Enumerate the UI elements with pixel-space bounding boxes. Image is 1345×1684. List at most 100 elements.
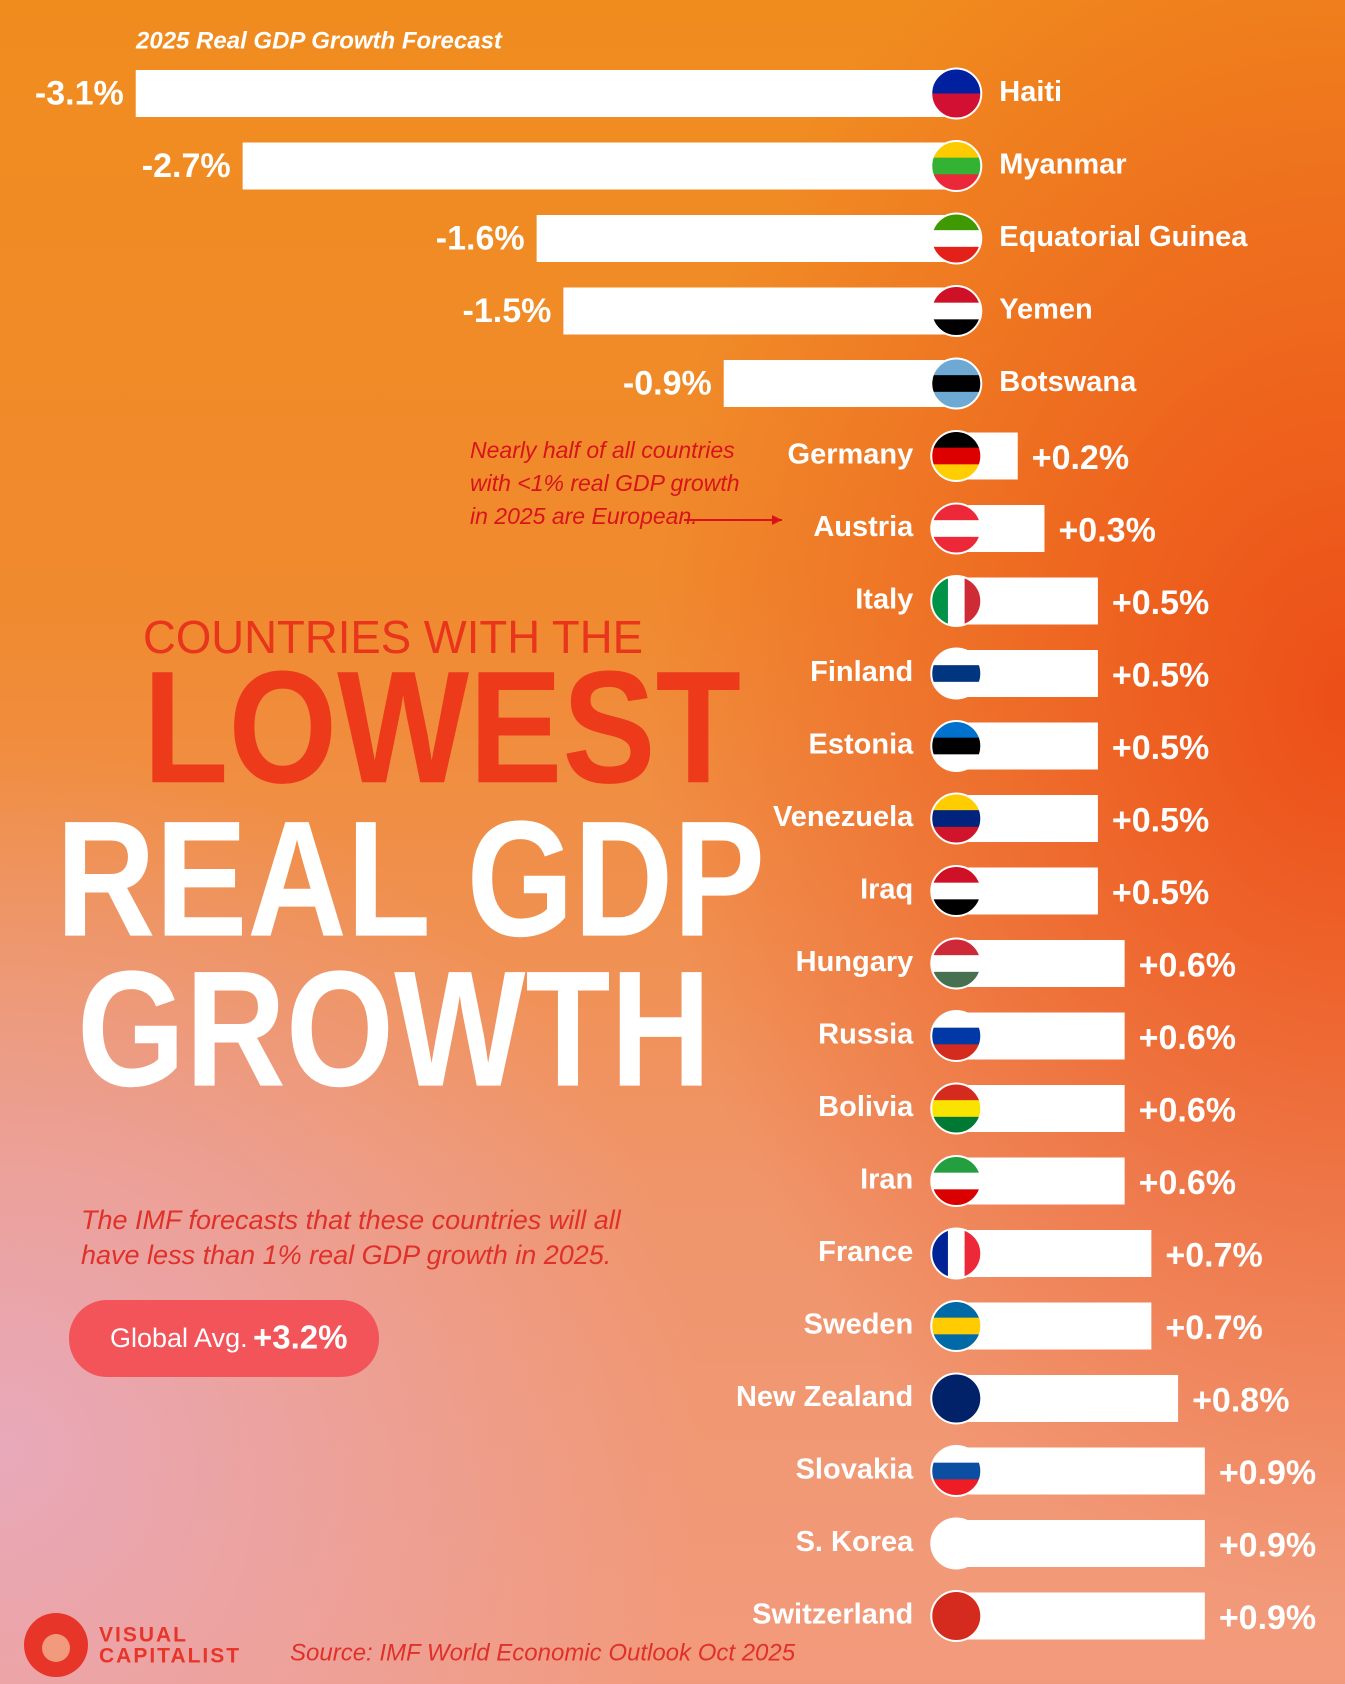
- bar: [956, 1157, 1125, 1205]
- flag-stripe: [931, 302, 982, 320]
- flag-stripe: [931, 447, 982, 465]
- value-label: +0.5%: [1112, 656, 1209, 694]
- category-label: Haiti: [999, 76, 1062, 108]
- category-label: Russia: [818, 1019, 914, 1051]
- flag-stripe: [931, 1591, 982, 1641]
- category-label: Yemen: [999, 294, 1093, 326]
- category-label: Iraq: [860, 874, 913, 906]
- category-label: France: [818, 1236, 913, 1268]
- flag-stripe: [931, 230, 982, 248]
- value-label: -3.1%: [35, 74, 124, 112]
- value-label: +0.6%: [1139, 946, 1236, 984]
- flag-rim: [930, 1010, 983, 1062]
- flag-rim: [930, 865, 983, 917]
- flag: [931, 1518, 982, 1569]
- title-line: COUNTRIES WITH THE: [143, 611, 643, 663]
- bar: [135, 70, 957, 117]
- flag-rim: [930, 1590, 983, 1642]
- flag-rim: [930, 430, 983, 482]
- bar: [956, 1592, 1205, 1640]
- category-label: Venezuela: [773, 801, 914, 833]
- flag-stripe: [931, 375, 982, 393]
- description: have less than 1% real GDP growth in 202…: [81, 1240, 611, 1270]
- flag-rim: [930, 1082, 983, 1135]
- value-label: +0.3%: [1058, 511, 1155, 549]
- category-label: Austria: [813, 511, 914, 543]
- value-label: +0.2%: [1032, 439, 1129, 477]
- bar: [956, 1520, 1205, 1567]
- bar: [956, 1012, 1125, 1060]
- flag-rim: [930, 67, 983, 120]
- value-label: +0.9%: [1219, 1454, 1316, 1492]
- value-label: +0.7%: [1165, 1236, 1262, 1274]
- value-label: +0.6%: [1139, 1091, 1236, 1129]
- flag-stripe: [931, 520, 982, 538]
- annotation: Nearly half of all countries: [470, 437, 735, 463]
- bar: [956, 1085, 1125, 1132]
- flag-rim: [930, 1155, 983, 1207]
- flag-stripe: [931, 665, 982, 683]
- category-label: Bolivia: [818, 1091, 914, 1123]
- value-label: -1.5%: [463, 292, 552, 330]
- flag-rim: [930, 502, 983, 555]
- category-label: Iran: [860, 1164, 913, 1196]
- value-label: +0.9%: [1219, 1599, 1316, 1637]
- global-avg-pill: [69, 1300, 379, 1377]
- category-label: Finland: [810, 656, 913, 688]
- flag-stripe: [931, 955, 982, 973]
- flag-rim: [930, 720, 983, 772]
- category-label: Hungary: [796, 946, 914, 978]
- flag-stripe: [931, 1462, 982, 1480]
- category-label: New Zealand: [736, 1381, 913, 1413]
- global-avg-value: +3.2%: [253, 1319, 348, 1356]
- category-label: Equatorial Guinea: [999, 221, 1248, 253]
- title-line: GROWTH: [77, 937, 711, 1121]
- flag: [931, 1373, 982, 1424]
- flag-rim: [930, 357, 983, 410]
- flag-rim: [930, 212, 983, 265]
- bar: [956, 1375, 1179, 1422]
- value-label: +0.5%: [1112, 874, 1209, 912]
- flag-rim: [930, 1300, 983, 1352]
- logo-text: CAPITALIST: [99, 1645, 241, 1668]
- annotation-arrowhead: [772, 515, 782, 525]
- flag-stripe: [931, 157, 982, 175]
- category-label: Estonia: [809, 729, 915, 761]
- value-label: -0.9%: [623, 364, 712, 402]
- description: The IMF forecasts that these countries w…: [81, 1205, 622, 1235]
- annotation: in 2025 are European.: [470, 503, 698, 529]
- category-label: Slovakia: [796, 1454, 915, 1486]
- category-label: S. Korea: [796, 1526, 915, 1558]
- value-label: +0.5%: [1112, 584, 1209, 622]
- flag: [931, 938, 982, 989]
- flag-rim: [930, 647, 983, 700]
- flag-stripe: [931, 1518, 982, 1569]
- title-line: LOWEST: [143, 637, 741, 816]
- category-label: Myanmar: [999, 149, 1126, 181]
- flag-stripe: [947, 576, 966, 626]
- bar: [723, 360, 957, 407]
- value-label: +0.6%: [1139, 1019, 1236, 1057]
- flag-rim: [930, 285, 983, 337]
- title-line: REAL GDP: [56, 787, 765, 971]
- flag-rim: [930, 1372, 983, 1425]
- flag-rim: [930, 792, 983, 845]
- bar: [956, 940, 1125, 987]
- flag-stripe: [931, 1100, 982, 1118]
- category-label: Germany: [788, 439, 914, 471]
- logo-text: VISUAL: [99, 1624, 188, 1647]
- value-label: +0.5%: [1112, 801, 1209, 839]
- flag-rim: [930, 1517, 983, 1570]
- value-label: +0.7%: [1165, 1309, 1262, 1347]
- category-label: Switzerland: [752, 1599, 913, 1631]
- flag-stripe: [931, 1172, 982, 1190]
- flag: [931, 648, 982, 699]
- annotation: with <1% real GDP growth: [470, 470, 740, 496]
- value-label: +0.6%: [1139, 1164, 1236, 1202]
- flag-stripe: [931, 810, 982, 828]
- flag-rim: [930, 575, 983, 627]
- flag-stripe: [931, 576, 949, 626]
- flag-rim: [930, 937, 983, 990]
- bar: [242, 142, 957, 190]
